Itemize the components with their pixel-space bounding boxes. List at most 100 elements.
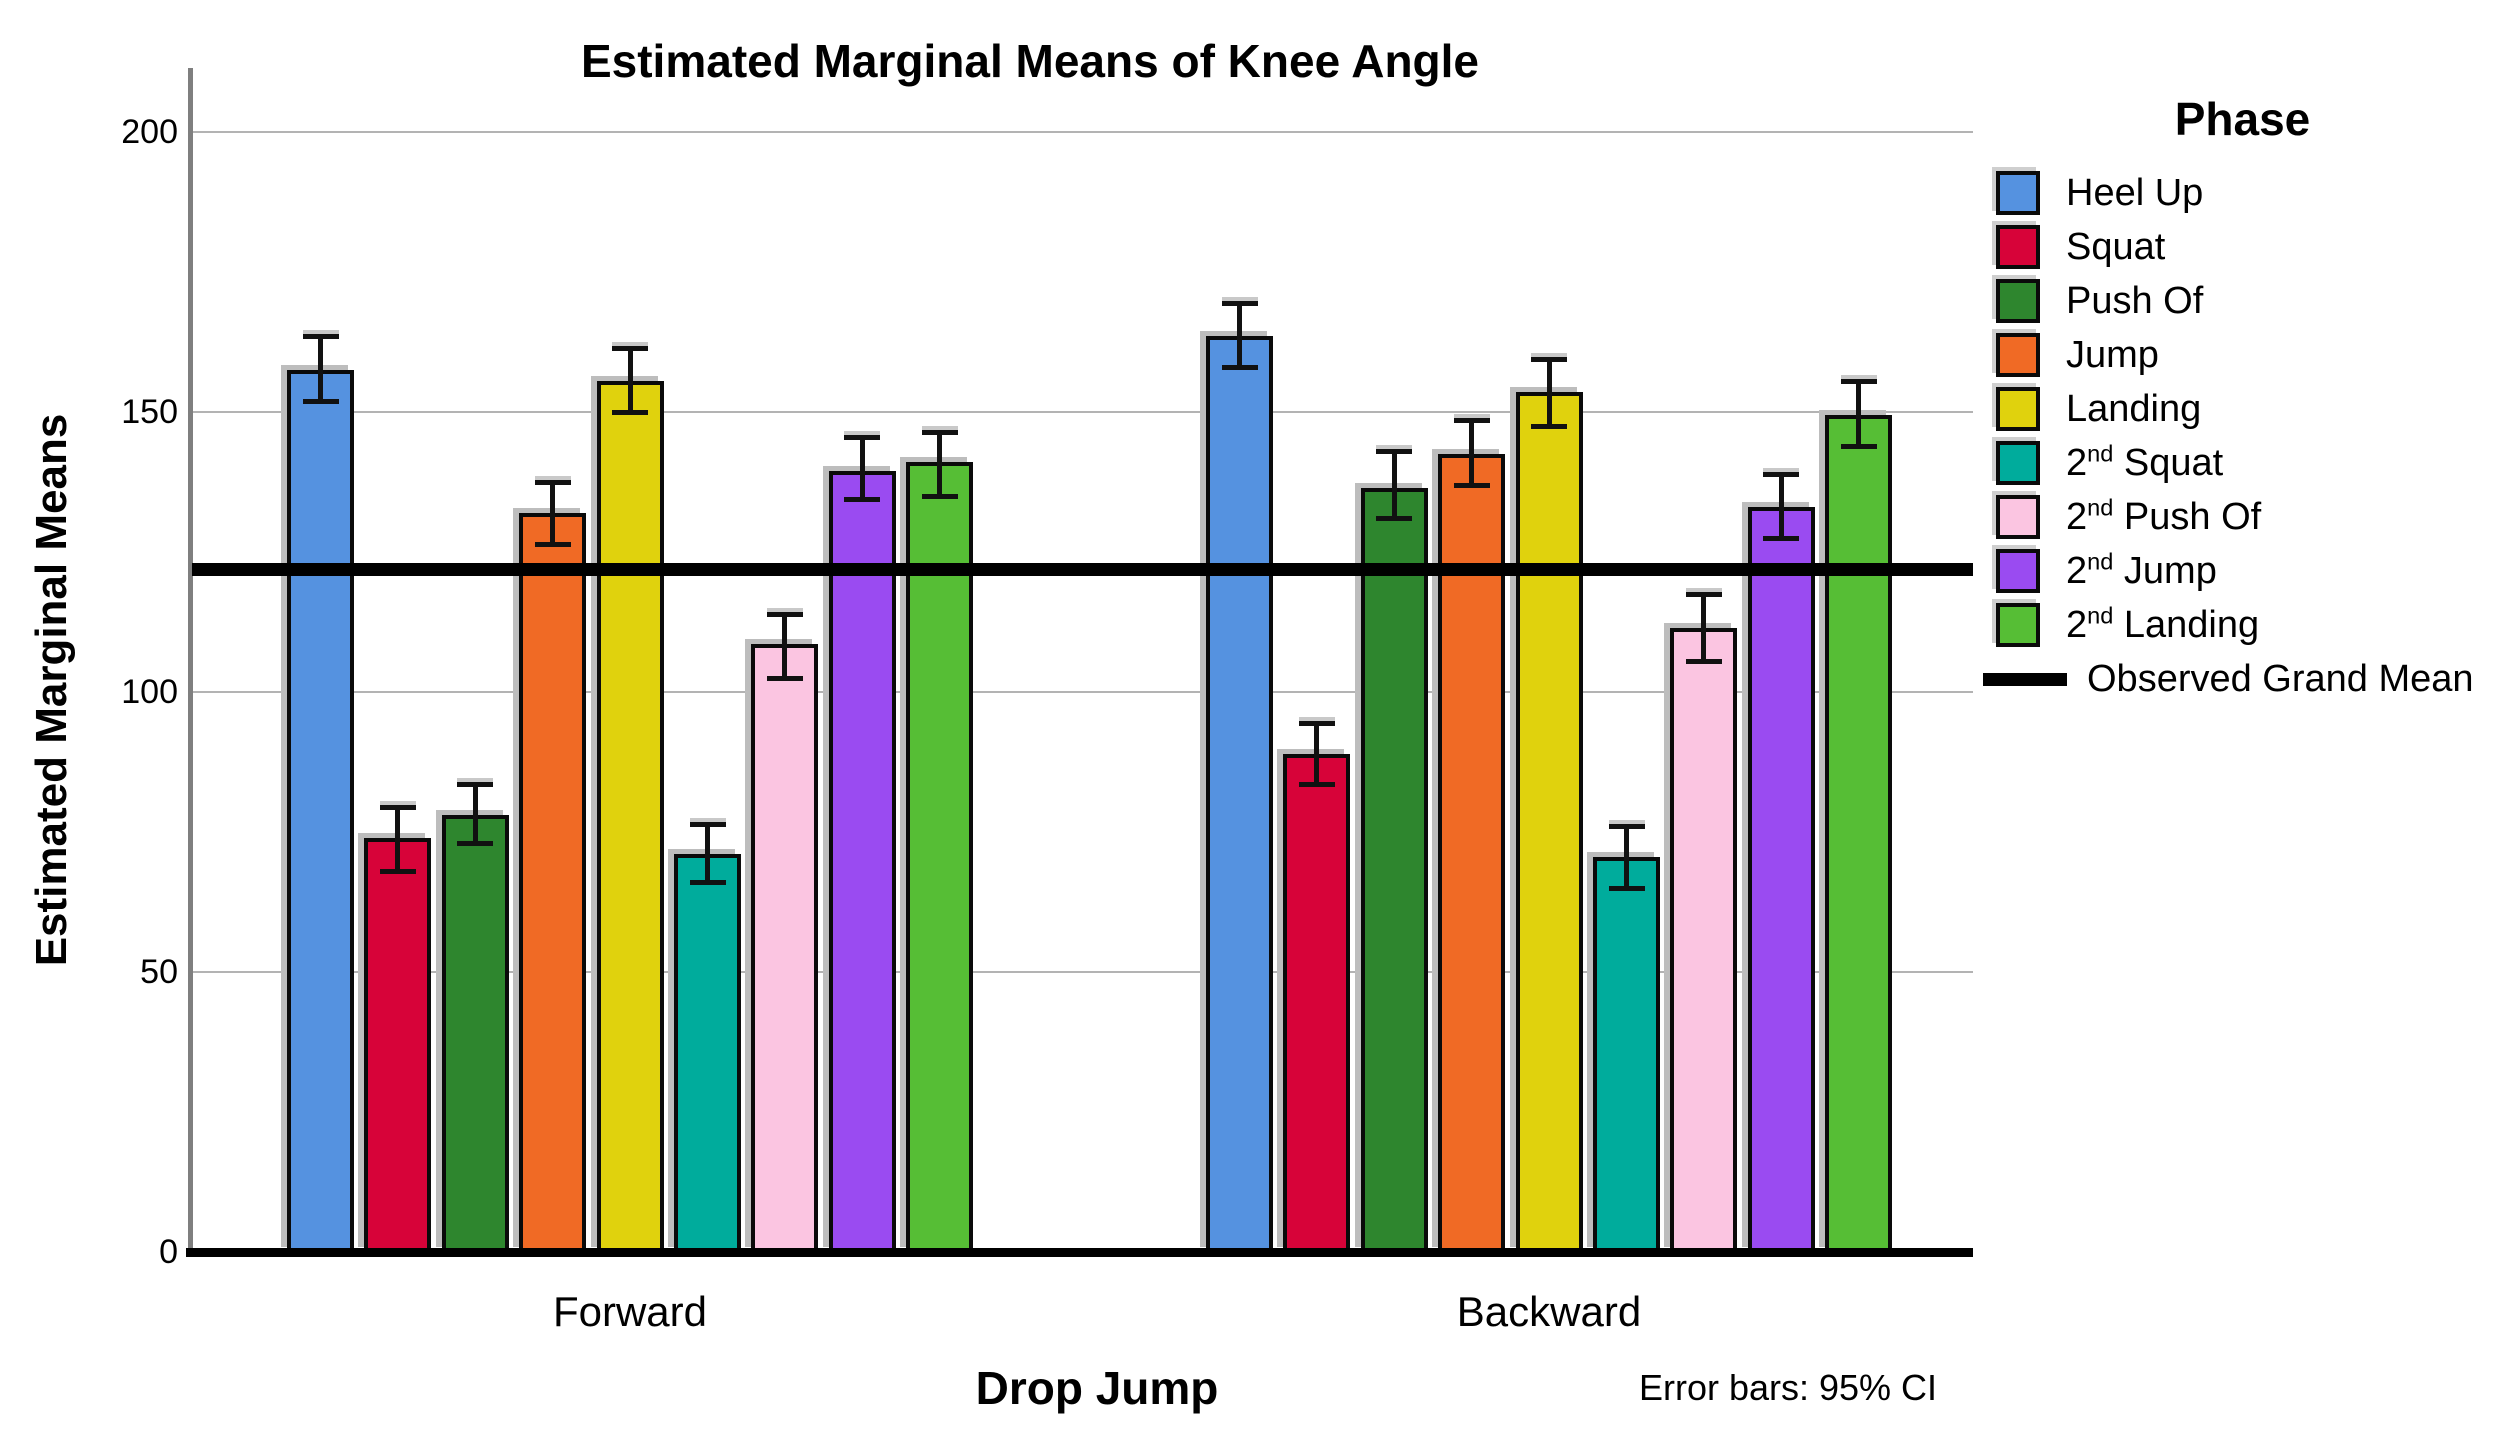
bar-jump-forward xyxy=(519,513,586,1252)
bar-2nd-push-of-forward xyxy=(751,644,818,1252)
legend-swatch-2nd-jump xyxy=(1996,549,2040,593)
legend-swatch-2nd-push-of xyxy=(1996,495,2040,539)
error-bar-landing-backward xyxy=(1547,359,1552,426)
y-axis-line xyxy=(188,68,193,1256)
legend-item-grand-mean: Observed Grand Mean xyxy=(1983,652,2474,706)
error-bar-jump-forward xyxy=(550,482,555,544)
bar-2nd-squat-forward xyxy=(674,854,741,1252)
error-cap-high-jump-forward xyxy=(535,480,571,485)
legend-swatch-2nd-landing xyxy=(1996,603,2040,647)
error-cap-high-2nd-jump-forward xyxy=(844,435,880,440)
error-bar-2nd-squat-backward xyxy=(1624,826,1629,888)
error-cap-high-2nd-push-of-forward xyxy=(767,612,803,617)
legend-swatch-squat xyxy=(1996,225,2040,269)
legend-swatch-landing xyxy=(1996,387,2040,431)
error-bar-squat-forward xyxy=(395,807,400,871)
error-bar-squat-backward xyxy=(1314,723,1319,785)
legend-item-label: Squat xyxy=(2066,225,2166,268)
error-cap-low-heel-up-forward xyxy=(303,399,339,404)
error-cap-low-heel-up-backward xyxy=(1222,365,1258,370)
legend-item-label: Push Of xyxy=(2066,279,2204,322)
legend-item-2nd-push-of: 2nd Push Of xyxy=(1996,490,2261,544)
x-baseline xyxy=(186,1248,1973,1257)
error-cap-low-2nd-squat-backward xyxy=(1609,886,1645,891)
legend-swatch-heel-up xyxy=(1996,171,2040,215)
y-tick-label-100: 100 xyxy=(121,673,178,711)
legend-item-jump: Jump xyxy=(1996,328,2159,382)
error-bar-heel-up-backward xyxy=(1237,303,1242,367)
error-cap-high-2nd-jump-backward xyxy=(1763,472,1799,477)
error-cap-low-2nd-jump-backward xyxy=(1763,536,1799,541)
gridline-50 xyxy=(192,971,1973,973)
error-cap-high-push-of-backward xyxy=(1376,449,1412,454)
legend-item-label: 2nd Jump xyxy=(2066,547,2217,592)
error-cap-high-squat-forward xyxy=(380,805,416,810)
legend-item-landing: Landing xyxy=(1996,382,2201,436)
error-bar-push-of-backward xyxy=(1392,451,1397,518)
error-cap-low-2nd-jump-forward xyxy=(844,497,880,502)
error-cap-low-push-of-backward xyxy=(1376,516,1412,521)
error-bar-push-of-forward xyxy=(473,784,478,843)
error-cap-high-2nd-landing-forward xyxy=(922,430,958,435)
x-axis-title: Drop Jump xyxy=(975,1362,1219,1414)
error-bar-2nd-squat-forward xyxy=(705,824,710,883)
error-cap-high-squat-backward xyxy=(1299,721,1335,726)
legend-item-2nd-jump: 2nd Jump xyxy=(1996,544,2217,598)
bar-jump-backward xyxy=(1438,454,1505,1252)
legend-item-label: Landing xyxy=(2066,387,2202,430)
y-tick-label-200: 200 xyxy=(121,113,178,151)
error-cap-low-landing-forward xyxy=(612,410,648,415)
legend-item-label: Jump xyxy=(2066,333,2159,376)
error-cap-low-2nd-push-of-forward xyxy=(767,676,803,681)
error-cap-high-landing-forward xyxy=(612,346,648,351)
legend-swatch-2nd-squat xyxy=(1996,441,2040,485)
bar-heel-up-forward xyxy=(287,370,354,1252)
error-bar-2nd-jump-backward xyxy=(1779,474,1784,538)
legend-item-2nd-squat: 2nd Squat xyxy=(1996,436,2223,490)
legend-item-heel-up: Heel Up xyxy=(1996,166,2203,220)
error-cap-low-2nd-push-of-backward xyxy=(1686,659,1722,664)
error-bar-landing-forward xyxy=(628,348,633,412)
error-cap-low-2nd-landing-forward xyxy=(922,494,958,499)
legend-item-squat: Squat xyxy=(1996,220,2165,274)
error-cap-high-heel-up-forward xyxy=(303,334,339,339)
bar-squat-forward xyxy=(364,838,431,1252)
error-cap-low-2nd-squat-forward xyxy=(690,880,726,885)
error-cap-low-jump-forward xyxy=(535,542,571,547)
error-cap-high-2nd-squat-backward xyxy=(1609,824,1645,829)
legend-item-label: 2nd Push Of xyxy=(2066,493,2262,538)
bar-2nd-squat-backward xyxy=(1593,857,1660,1252)
error-bars-note: Error bars: 95% CI xyxy=(1638,1367,1938,1408)
bar-landing-backward xyxy=(1516,392,1583,1252)
grand-mean-line-swatch xyxy=(1983,672,2067,686)
error-cap-low-landing-backward xyxy=(1531,424,1567,429)
gridline-100 xyxy=(192,691,1973,693)
legend-title: Phase xyxy=(2174,93,2311,145)
error-bar-2nd-landing-backward xyxy=(1856,381,1861,445)
error-cap-high-landing-backward xyxy=(1531,357,1567,362)
bar-2nd-landing-forward xyxy=(906,462,973,1252)
error-cap-high-2nd-push-of-backward xyxy=(1686,592,1722,597)
error-cap-high-heel-up-backward xyxy=(1222,301,1258,306)
legend-item-label: 2nd Landing xyxy=(2066,601,2260,646)
chart-title: Estimated Marginal Means of Knee Angle xyxy=(580,35,1480,87)
bar-push-of-backward xyxy=(1361,488,1428,1252)
error-bar-2nd-jump-forward xyxy=(860,437,865,499)
bar-landing-forward xyxy=(597,381,664,1252)
category-label-backward: Backward xyxy=(1456,1288,1642,1335)
error-cap-low-squat-backward xyxy=(1299,782,1335,787)
legend-item-label: 2nd Squat xyxy=(2066,439,2224,484)
legend-item-2nd-landing: 2nd Landing xyxy=(1996,598,2259,652)
bar-heel-up-backward xyxy=(1206,336,1273,1252)
legend-swatch-push-of xyxy=(1996,279,2040,323)
bar-squat-backward xyxy=(1283,754,1350,1252)
error-bar-2nd-landing-forward xyxy=(937,432,942,496)
error-cap-low-squat-forward xyxy=(380,869,416,874)
error-cap-high-2nd-squat-forward xyxy=(690,822,726,827)
error-bar-2nd-push-of-backward xyxy=(1701,594,1706,661)
bar-2nd-jump-forward xyxy=(829,471,896,1252)
legend-item-label: Heel Up xyxy=(2066,171,2204,214)
bar-2nd-jump-backward xyxy=(1748,507,1815,1252)
